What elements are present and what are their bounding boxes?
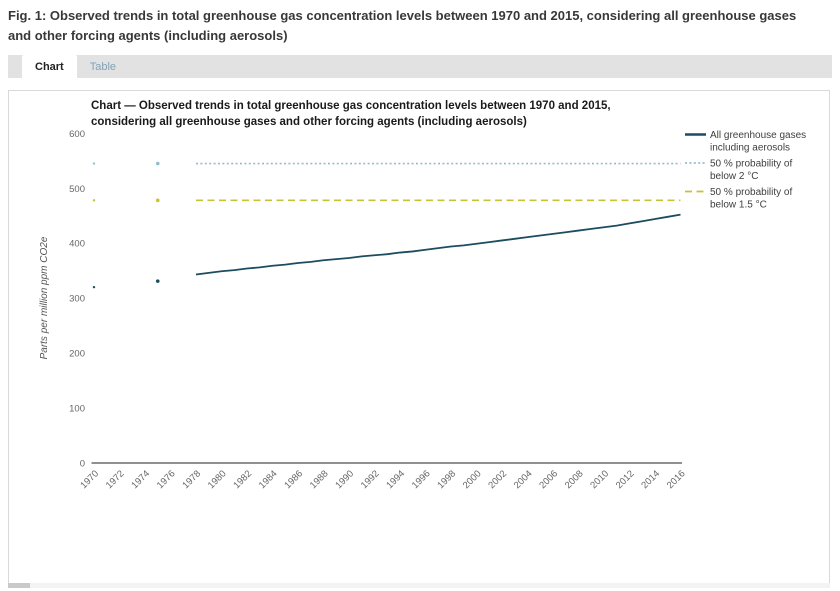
series-point [155,279,160,283]
legend-label: including aerosols [710,143,790,154]
x-tick-label: 2008 [563,468,586,491]
x-tick-label: 1974 [129,468,152,491]
series-line-0 [195,213,681,276]
x-tick-label: 2010 [588,468,611,491]
x-tick-label: 1980 [206,468,229,491]
series-point [92,199,96,202]
y-tick-label: 300 [69,294,85,305]
x-tick-label: 1992 [359,468,382,491]
x-tick-label: 1984 [257,468,280,491]
x-tick-label: 1994 [384,468,407,491]
x-tick-label: 1996 [410,468,433,491]
x-tick-label: 1988 [308,468,331,491]
legend-label: 50 % probability of [710,159,792,170]
x-tick-label: 2012 [614,468,637,491]
y-axis-label: Parts per million ppm CO2e [39,236,50,359]
tab-bar: Chart Table [8,55,832,78]
x-tick-label: 1970 [78,468,101,491]
y-tick-label: 0 [80,459,85,470]
y-tick-label: 600 [69,129,85,140]
x-tick-label: 2016 [665,468,688,491]
scrollbar-thumb[interactable] [8,583,30,588]
x-tick-label: 1978 [180,468,203,491]
x-tick-label: 1990 [333,468,356,491]
tab-table[interactable]: Table [89,60,117,73]
series-point [155,161,160,166]
x-tick-label: 2004 [512,468,535,491]
x-tick-label: 1976 [155,468,178,491]
y-tick-label: 400 [69,239,85,250]
x-tick-label: 1982 [231,468,254,491]
x-tick-label: 1986 [282,468,305,491]
series-point [92,285,96,289]
series-point [155,198,160,203]
y-tick-label: 100 [69,404,85,415]
legend-item-2[interactable]: 50 % probability of below 1.5 °C [685,187,792,211]
tab-chart[interactable]: Chart [22,55,77,78]
x-tick-label: 2002 [486,468,509,491]
x-tick-label: 2006 [537,468,560,491]
legend-label: All greenhouse gases [710,130,806,141]
y-tick-label: 500 [69,184,85,195]
figure-caption: Fig. 1: Observed trends in total greenho… [8,8,797,44]
x-tick-label: 2000 [461,468,484,491]
legend-item-0[interactable]: All greenhouse gases including aerosols [685,130,806,154]
x-tick-label: 2014 [639,468,662,491]
legend-label: below 1.5 °C [710,200,767,211]
y-tick-label: 200 [69,349,85,360]
chart-panel: Chart — Observed trends in total greenho… [8,90,830,585]
x-tick-label: 1998 [435,468,458,491]
legend-label: 50 % probability of [710,187,792,198]
chart-title: Chart — Observed trends in total greenho… [91,100,611,129]
horizontal-scrollbar[interactable] [8,583,830,588]
legend-label: below 2 °C [710,171,758,182]
series-point [92,162,96,165]
x-tick-label: 1972 [104,468,127,491]
